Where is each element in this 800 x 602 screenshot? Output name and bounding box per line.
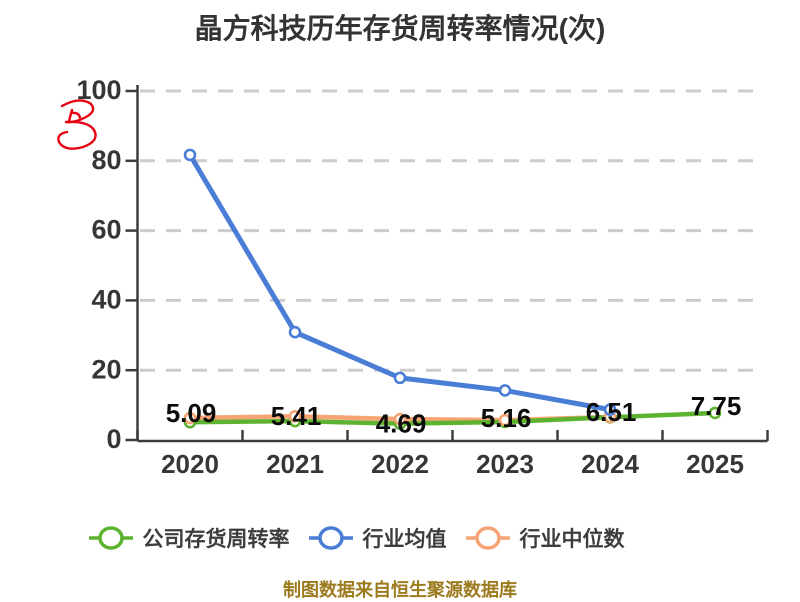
industry-avg-point — [603, 403, 617, 416]
industry-median-point — [183, 411, 197, 425]
data-label: 4.69 — [376, 409, 427, 439]
industry-avg-point — [498, 384, 512, 397]
x-tick-label: 2024 — [581, 449, 639, 479]
legend-item-company: 公司存货周转率 — [88, 523, 290, 553]
y-tick-label: 20 — [91, 354, 121, 384]
industry-avg-point — [183, 148, 197, 162]
source-caption: 制图数据来自恒生聚源数据库 — [283, 580, 517, 600]
x-tick-label: 2022 — [371, 449, 429, 479]
industry-avg-point — [393, 371, 407, 385]
legend-item-industry-median: 行业中位数 — [465, 523, 625, 553]
data-label: 5.16 — [481, 403, 532, 433]
y-tick-label: 40 — [91, 285, 121, 315]
industry-median-point — [393, 412, 407, 426]
chart-title: 晶方科技历年存货周转率情况(次) — [194, 13, 606, 44]
x-tick-label: 2021 — [266, 449, 324, 479]
data-label: 6.51 — [586, 397, 637, 427]
company-marker-icon — [88, 526, 133, 550]
x-tick-label: 2023 — [476, 449, 534, 479]
data-label: 7.75 — [691, 391, 742, 421]
red-scribble-icon — [67, 108, 82, 123]
industry-avg-marker-icon — [308, 526, 353, 550]
industry-median-marker-icon — [465, 526, 510, 550]
industry-avg-point — [288, 325, 302, 339]
data-label: 5.09 — [166, 398, 217, 428]
y-tick-label: 80 — [91, 145, 121, 175]
company-point — [708, 406, 722, 420]
legend-label-industry-median: 行业中位数 — [519, 528, 625, 551]
data-label: 5.41 — [271, 401, 322, 431]
legend-item-industry-avg: 行业均值 — [308, 523, 447, 553]
legend-label-industry-avg: 行业均值 — [362, 528, 447, 551]
y-tick-label: 0 — [106, 424, 121, 454]
legend-label-company: 公司存货周转率 — [142, 528, 290, 551]
x-tick-label: 2025 — [686, 449, 744, 479]
x-tick-label: 2020 — [161, 449, 219, 479]
company-line — [187, 410, 718, 426]
red-scribble-icon — [57, 120, 97, 150]
industry-median-point — [288, 409, 302, 423]
legend: 公司存货周转率 行业均值 行业中位数 — [0, 516, 756, 560]
y-tick-label: 60 — [91, 215, 121, 245]
industry-median-point — [498, 413, 512, 427]
